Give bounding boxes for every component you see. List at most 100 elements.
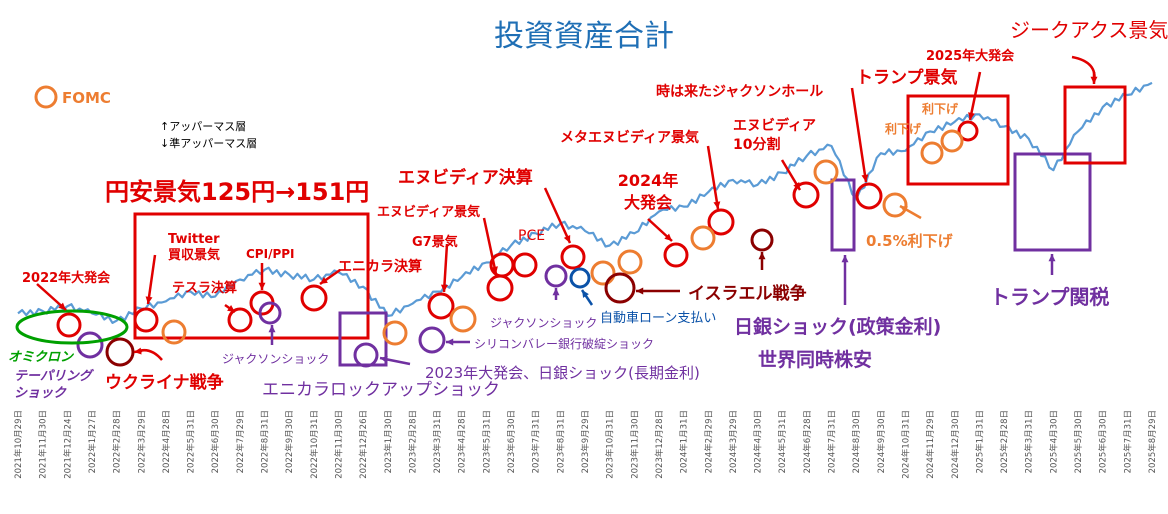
zeekax-box <box>1063 85 1127 165</box>
boj-shock-label: 日銀ショック(政策金利) <box>734 315 941 338</box>
x-tick-label: 2021年10月29日 <box>13 410 24 479</box>
fomc-circle <box>690 225 716 251</box>
nvidia-earn-label: エヌビディア決算 <box>398 167 533 188</box>
x-tick-label: 2022年5月31日 <box>186 410 197 473</box>
x-tick-label: 2024年1月31日 <box>679 410 690 473</box>
arrow-nvidia-rally <box>482 217 498 275</box>
x-tick-label: 2023年1月30日 <box>383 410 394 473</box>
twitter-label: Twitter 買収景気 <box>168 232 220 263</box>
jackson1-label: ジャクソンショック <box>222 352 329 366</box>
x-tick-label: 2023年10月31日 <box>605 410 616 479</box>
event-circle <box>56 312 82 338</box>
arrow-cpi <box>258 263 266 290</box>
cut2-label: 利下げ <box>885 121 922 136</box>
event-circle <box>133 307 159 333</box>
cut1-label: 利下げ <box>922 101 959 116</box>
trump-rally-box <box>906 94 1010 186</box>
x-tick-label: 2022年3月29日 <box>136 410 147 473</box>
arrow-jackson2 <box>552 288 560 300</box>
x-tick-label: 2023年11月30日 <box>629 410 640 479</box>
yen-weak-label: 円安景気125円→151円 <box>105 178 369 206</box>
x-tick-label: 2023年2月28日 <box>407 410 418 473</box>
israel-2024-circle <box>750 228 774 252</box>
x-tick-label: 2024年5月31日 <box>777 410 788 473</box>
arrow-2025 <box>968 71 982 121</box>
fomc-legend-label: FOMC <box>62 89 111 107</box>
fomc-circle <box>34 85 58 109</box>
x-tick-label: 2023年4月28日 <box>457 410 468 473</box>
tapering-label: テーパリングショック <box>14 368 95 401</box>
x-tick-label: 2025年1月31日 <box>974 410 985 473</box>
tapering-circle <box>76 331 104 359</box>
event-circle <box>227 307 253 333</box>
jackson2-label: ジャクソンショック <box>490 316 597 330</box>
fomc-circle <box>590 260 616 286</box>
world-crash-label: 世界同時株安 <box>758 348 872 371</box>
arrow-nvidia-earn <box>543 187 572 244</box>
x-tick-label: 2022年9月30日 <box>284 410 295 473</box>
x-tick-label: 2025年8月29日 <box>1147 410 1158 473</box>
arrow-jackson1 <box>268 325 276 345</box>
y2025-label: 2025年大発会 <box>926 48 1015 64</box>
g7-label: G7景気 <box>412 234 458 250</box>
x-tick-label: 2025年5月30日 <box>1073 410 1084 473</box>
fomc-circle <box>813 159 839 185</box>
x-tick-label: 2022年7月29日 <box>235 410 246 473</box>
jackson-hole-label: 時は来たジャクソンホール <box>656 83 823 100</box>
x-tick-label: 2024年7月31日 <box>827 410 838 473</box>
enikara-lockup-label: エニカラロックアップショック <box>262 380 500 400</box>
arrow-israel <box>636 287 680 295</box>
x-tick-label: 2025年6月30日 <box>1098 410 1109 473</box>
x-tick-label: 2022年1月27日 <box>87 410 98 473</box>
event-circle <box>560 244 586 270</box>
x-tick-label: 2023年3月31日 <box>432 410 443 473</box>
fomc-circle <box>882 192 908 218</box>
fomc-circle <box>920 141 944 165</box>
trump-tariff-label: トランプ関税 <box>990 285 1109 309</box>
x-tick-label: 2022年6月30日 <box>210 410 221 473</box>
omicron-ellipse <box>15 309 129 345</box>
nvidia-split-label: エヌビディア 10分割 <box>733 117 816 153</box>
x-tick-label: 2024年12月30日 <box>950 410 961 479</box>
x-tick-label: 2023年8月31日 <box>555 410 566 473</box>
arrow-boj <box>841 255 849 305</box>
arrow-2022 <box>36 283 67 311</box>
jackson-circle-2 <box>544 264 568 288</box>
x-tick-label: 2025年3月31日 <box>1024 410 1035 473</box>
x-tick-label: 2024年9月30日 <box>876 410 887 473</box>
chart-title: 投資資産合計 <box>494 19 674 54</box>
fomc-circle <box>449 305 477 333</box>
upper-mass-label: ↑アッパーマス層 <box>160 120 246 133</box>
arrow-2024 <box>647 218 673 242</box>
israel-label: イスラエル戦争 <box>688 283 807 304</box>
x-tick-label: 2025年4月30日 <box>1048 410 1059 473</box>
event-circle <box>300 284 328 312</box>
x-tick-label: 2022年2月28日 <box>112 410 123 473</box>
x-tick-label: 2022年11月30日 <box>333 410 344 479</box>
event-circle <box>427 292 455 320</box>
trump-rally-label: トランプ景気 <box>856 67 958 88</box>
pce-label: PCE <box>518 228 545 244</box>
event-circle <box>663 242 689 268</box>
fomc-circle <box>161 319 187 345</box>
jackson-circle-1 <box>258 301 282 325</box>
israel-circle <box>604 272 636 304</box>
auto-loan-label: 自動車ローン支払い <box>600 311 716 326</box>
x-tick-label: 2023年9月29日 <box>580 410 591 473</box>
arrow-2023 <box>379 356 411 366</box>
ukraine-label: ウクライナ戦争 <box>105 372 224 393</box>
x-tick-label: 2022年8月31日 <box>260 410 271 473</box>
event-circle <box>957 120 979 142</box>
ukraine-circle <box>105 337 135 367</box>
event-circle <box>707 208 735 236</box>
yen-weak-box <box>133 212 370 340</box>
x-tick-label: 2024年3月29日 <box>728 410 739 473</box>
x-tick-label: 2023年6月30日 <box>506 410 517 473</box>
x-tick-label: 2023年12月28日 <box>654 410 665 479</box>
x-tick-label: 2024年11月29日 <box>925 410 936 479</box>
nvidia-rally-label: エヌビディア景気 <box>377 204 480 220</box>
x-tick-label: 2023年7月31日 <box>531 410 542 473</box>
semi-upper-label: ↓準アッパーマス層 <box>160 136 257 150</box>
trump-tariff-box <box>1013 152 1092 252</box>
arrow-g7 <box>440 243 449 293</box>
